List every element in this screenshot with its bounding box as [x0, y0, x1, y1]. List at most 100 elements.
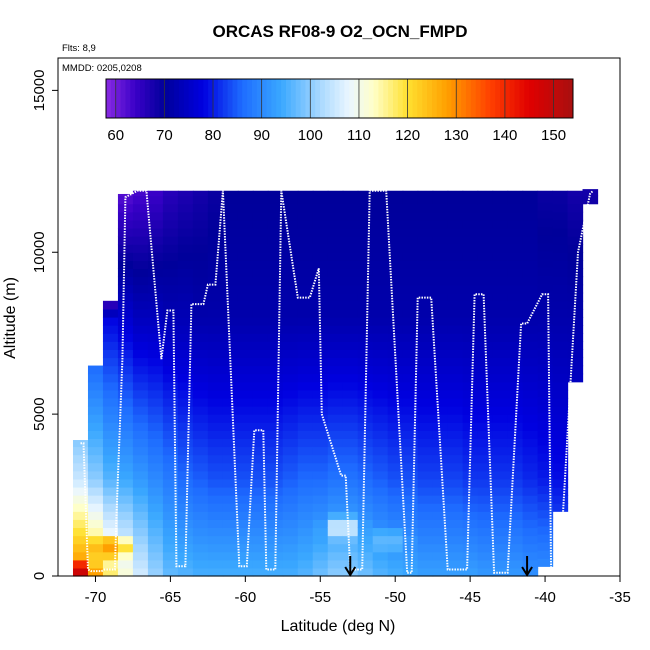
- heatmap-cell: [372, 365, 389, 375]
- heatmap-cell: [432, 478, 449, 488]
- heatmap-cell: [492, 389, 509, 399]
- heatmap-cell: [522, 308, 539, 318]
- heatmap-cell: [552, 195, 569, 205]
- heatmap-cell: [102, 317, 119, 326]
- heatmap-cell: [567, 333, 584, 342]
- heatmap-cell: [552, 503, 569, 512]
- heatmap-cell: [372, 397, 389, 407]
- colorbar-tick-label: 110: [347, 127, 371, 144]
- heatmap-cell: [297, 397, 314, 407]
- heatmap-cell: [492, 341, 509, 350]
- heatmap-cell: [297, 373, 314, 383]
- heatmap-cell: [117, 341, 134, 350]
- heatmap-cell: [282, 406, 299, 415]
- heatmap-cell: [447, 357, 464, 367]
- heatmap-cell: [357, 349, 374, 359]
- heatmap-cell: [462, 527, 479, 537]
- heatmap-cell: [372, 203, 389, 213]
- heatmap-cell: [447, 292, 464, 302]
- heatmap-cell: [192, 292, 209, 302]
- heatmap-cell: [342, 236, 359, 245]
- heatmap-cell: [72, 535, 89, 545]
- heatmap-cell: [507, 478, 524, 488]
- heatmap-cell: [237, 559, 254, 569]
- x-tick-label: -50: [384, 589, 406, 606]
- heatmap-cell: [117, 276, 134, 286]
- heatmap-cell: [132, 397, 149, 407]
- heatmap-cell: [87, 559, 104, 569]
- heatmap-cell: [447, 535, 464, 545]
- heatmap-cell: [462, 211, 479, 221]
- heatmap-cell: [387, 503, 404, 512]
- heatmap-cell: [492, 300, 509, 310]
- heatmap-cell: [567, 211, 584, 221]
- heatmap-cell: [507, 559, 524, 569]
- heatmap-cell: [222, 430, 239, 439]
- heatmap-cell: [402, 470, 419, 480]
- heatmap-cell: [477, 454, 494, 464]
- heatmap-cell: [267, 333, 284, 342]
- heatmap-cell: [492, 317, 509, 326]
- heatmap-cell: [477, 349, 494, 359]
- heatmap-cell: [537, 485, 554, 495]
- colorbar-tick-label: 80: [205, 127, 222, 144]
- heatmap-cell: [327, 567, 344, 577]
- heatmap-cell: [147, 422, 164, 431]
- heatmap-cell: [282, 454, 299, 464]
- heatmap-cell: [522, 511, 539, 520]
- heatmap-cell: [192, 284, 209, 294]
- heatmap-cell: [522, 551, 539, 561]
- heatmap-cell: [267, 446, 284, 456]
- heatmap-cell: [207, 211, 224, 221]
- heatmap-cell: [462, 511, 479, 520]
- heatmap-cell: [102, 381, 119, 391]
- heatmap-cell: [537, 250, 554, 260]
- heatmap-cell: [252, 244, 269, 253]
- heatmap-cell: [132, 454, 149, 464]
- heatmap-cell: [252, 349, 269, 359]
- heatmap-cell: [342, 190, 359, 197]
- heatmap-cell: [417, 195, 434, 205]
- heatmap-cell: [267, 349, 284, 359]
- colorbar-swatch: [368, 79, 375, 118]
- heatmap-cell: [432, 349, 449, 359]
- heatmap-cell: [402, 503, 419, 512]
- colorbar-swatch: [548, 79, 555, 118]
- heatmap-cell: [132, 260, 149, 270]
- heatmap-cell: [522, 203, 539, 213]
- heatmap-cell: [237, 430, 254, 439]
- colorbar-swatch: [490, 79, 496, 118]
- heatmap-cell: [147, 446, 164, 456]
- heatmap-cell: [387, 268, 404, 278]
- heatmap-cell: [237, 211, 254, 221]
- heatmap-cell: [432, 414, 449, 423]
- heatmap-cell: [147, 527, 164, 537]
- colorbar-swatch: [115, 79, 122, 118]
- heatmap-cell: [537, 452, 554, 462]
- heatmap-cell: [117, 438, 134, 448]
- heatmap-cell: [537, 517, 554, 527]
- heatmap-cell: [132, 219, 149, 229]
- heatmap-cell: [507, 567, 524, 577]
- heatmap-cell: [162, 454, 179, 464]
- heatmap-cell: [327, 511, 344, 520]
- heatmap-cell: [132, 373, 149, 383]
- heatmap-cell: [117, 236, 134, 245]
- heatmap-cell: [312, 495, 329, 504]
- heatmap-cell: [147, 543, 164, 553]
- heatmap-cell: [522, 349, 539, 359]
- heatmap-cell: [417, 227, 434, 237]
- heatmap-cell: [507, 252, 524, 261]
- heatmap-cell: [357, 454, 374, 464]
- heatmap-cell: [312, 430, 329, 439]
- heatmap-cell: [447, 325, 464, 334]
- heatmap-cell: [552, 430, 569, 439]
- heatmap-cell: [342, 495, 359, 504]
- heatmap-cell: [387, 454, 404, 464]
- heatmap-cell: [177, 300, 194, 310]
- heatmap-cell: [537, 388, 554, 397]
- heatmap-cell: [342, 349, 359, 359]
- heatmap-cell: [102, 389, 119, 399]
- heatmap-cell: [132, 244, 149, 253]
- colorbar-swatch: [222, 79, 229, 118]
